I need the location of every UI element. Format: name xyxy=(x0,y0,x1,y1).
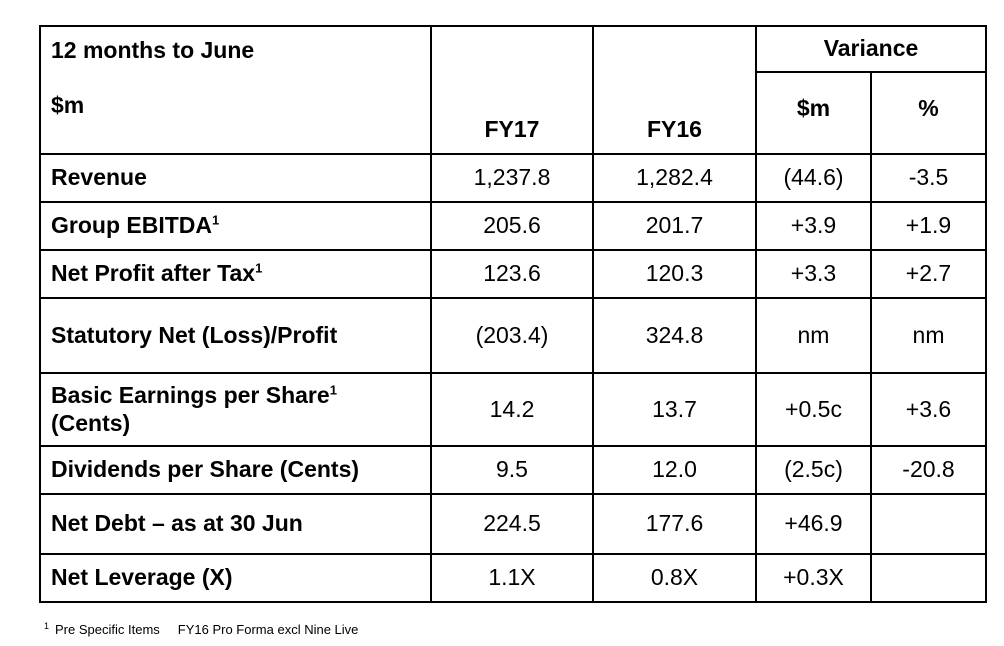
cell-variance-abs: (44.6) xyxy=(755,153,872,203)
table-row: Revenue 1,237.8 1,282.4 (44.6) -3.5 xyxy=(39,153,988,203)
row-label: Net Leverage (X) xyxy=(39,553,432,603)
cell-fy17: (203.4) xyxy=(430,297,594,374)
cell-variance-pct: -20.8 xyxy=(869,445,988,495)
cell-fy17: 123.6 xyxy=(430,249,594,299)
cell-variance-abs: +3.3 xyxy=(755,249,872,299)
col-header-variance: Variance xyxy=(754,25,988,73)
table-row: Statutory Net (Loss)/Profit (203.4) 324.… xyxy=(39,297,988,374)
table-row: Net Leverage (X) 1.1X 0.8X +0.3X xyxy=(39,553,988,603)
table-row: Net Profit after Tax1 123.6 120.3 +3.3 +… xyxy=(39,249,988,299)
row-label: Statutory Net (Loss)/Profit xyxy=(39,297,432,374)
cell-variance-abs: +0.3X xyxy=(755,553,872,603)
footnote-marker: 1 xyxy=(255,260,263,276)
header-period-cell: 12 months to June $m xyxy=(39,25,432,155)
units-label: $m xyxy=(51,92,85,119)
cell-fy16: 1,282.4 xyxy=(592,153,757,203)
cell-fy16: 177.6 xyxy=(592,493,757,555)
cell-variance-abs: +46.9 xyxy=(755,493,872,555)
row-label: Group EBITDA1 xyxy=(39,201,432,251)
cell-variance-abs: (2.5c) xyxy=(755,445,872,495)
header-row-bottom: $m % xyxy=(40,71,988,155)
footnote-text-specific-items: Pre Specific Items xyxy=(55,622,160,637)
cell-fy16: 201.7 xyxy=(592,201,757,251)
row-label: Net Debt – as at 30 Jun xyxy=(39,493,432,555)
cell-fy17: 224.5 xyxy=(430,493,594,555)
cell-variance-pct xyxy=(869,493,988,555)
row-label: Revenue xyxy=(39,153,432,203)
table-row: Basic Earnings per Share1 (Cents) 14.2 13… xyxy=(39,372,988,447)
cell-variance-pct: nm xyxy=(869,297,988,374)
cell-fy16: 13.7 xyxy=(592,372,757,447)
cell-variance-pct: +1.9 xyxy=(869,201,988,251)
footnote-marker: 1 xyxy=(329,382,337,398)
cell-variance-pct: -3.5 xyxy=(869,153,988,203)
cell-fy17: 14.2 xyxy=(430,372,594,447)
table-row: Group EBITDA1 205.6 201.7 +3.9 +1.9 xyxy=(39,201,988,251)
row-label: Basic Earnings per Share1 (Cents) xyxy=(39,372,432,447)
table-row: Dividends per Share (Cents) 9.5 12.0 (2.… xyxy=(39,445,988,495)
cell-fy17: 205.6 xyxy=(430,201,594,251)
cell-variance-abs: +3.9 xyxy=(755,201,872,251)
cell-variance-pct: +2.7 xyxy=(869,249,988,299)
footnote-marker: 1 xyxy=(44,621,50,631)
col-header-variance-abs: $m xyxy=(755,71,872,155)
footnote-marker: 1 xyxy=(212,212,220,228)
period-label: 12 months to June xyxy=(51,37,255,63)
footnote-text-pro-forma: FY16 Pro Forma excl Nine Live xyxy=(177,622,359,637)
col-header-fy16: FY16 xyxy=(592,25,757,155)
col-header-fy17: FY17 xyxy=(430,25,594,155)
cell-variance-pct: +3.6 xyxy=(869,372,988,447)
cell-fy17: 1,237.8 xyxy=(430,153,594,203)
cell-fy16: 0.8X xyxy=(592,553,757,603)
cell-fy17: 1.1X xyxy=(430,553,594,603)
cell-fy17: 9.5 xyxy=(430,445,594,495)
cell-fy16: 324.8 xyxy=(592,297,757,374)
financial-summary-table: 12 months to June $m FY17 FY16 Variance … xyxy=(39,25,988,603)
row-label: Dividends per Share (Cents) xyxy=(39,445,432,495)
cell-fy16: 12.0 xyxy=(592,445,757,495)
header-row-top: 12 months to June $m FY17 FY16 Variance xyxy=(39,25,988,155)
footnote: 1 Pre Specific Items FY16 Pro Forma excl N… xyxy=(44,621,359,637)
cell-variance-abs: nm xyxy=(755,297,872,374)
col-header-variance-pct: % xyxy=(869,71,988,155)
cell-variance-pct xyxy=(869,553,988,603)
cell-variance-abs: +0.5c xyxy=(755,372,872,447)
cell-fy16: 120.3 xyxy=(592,249,757,299)
table-row: Net Debt – as at 30 Jun 224.5 177.6 +46.… xyxy=(39,493,988,555)
row-label: Net Profit after Tax1 xyxy=(39,249,432,299)
